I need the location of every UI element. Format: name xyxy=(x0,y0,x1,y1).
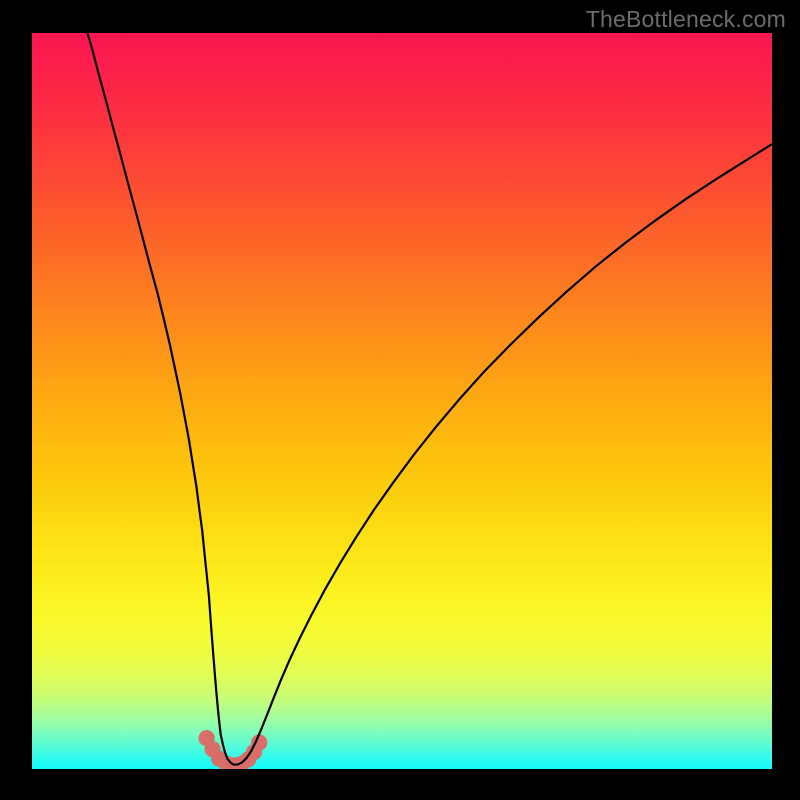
stage: TheBottleneck.com xyxy=(0,0,800,800)
plot-area xyxy=(32,33,772,769)
watermark-text: TheBottleneck.com xyxy=(586,6,786,33)
gradient-background xyxy=(32,33,772,769)
plot-svg xyxy=(32,33,772,769)
